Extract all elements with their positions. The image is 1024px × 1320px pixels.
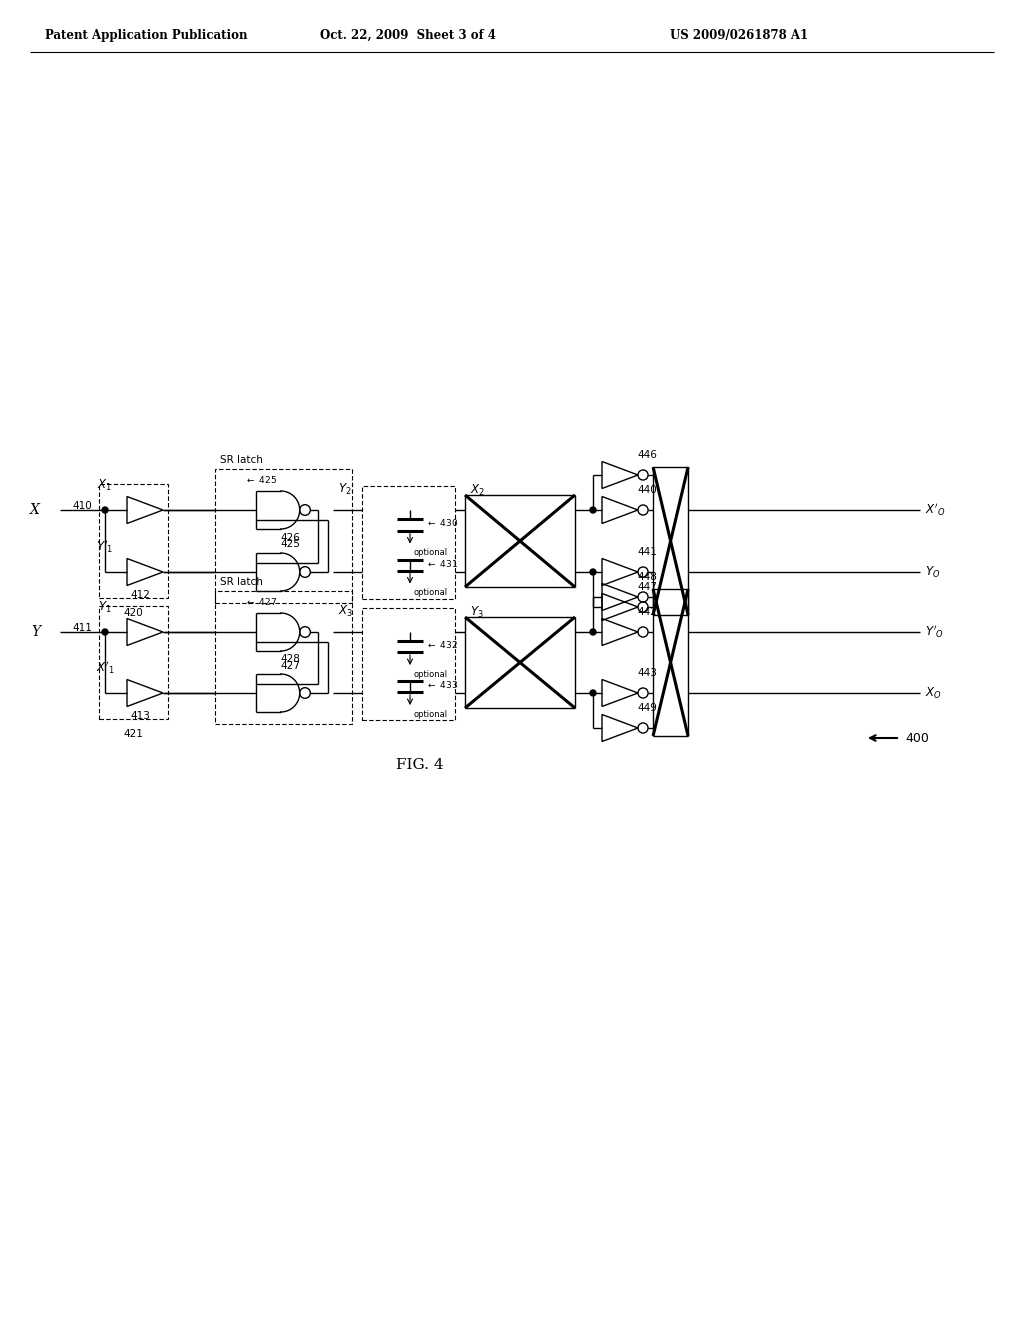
Text: $X_2$: $X_2$ <box>470 483 485 498</box>
Text: $\leftarrow$ 425: $\leftarrow$ 425 <box>245 474 278 484</box>
Circle shape <box>590 630 596 635</box>
Text: 421: 421 <box>124 729 143 739</box>
Text: 413: 413 <box>130 711 150 721</box>
Text: $X_3$: $X_3$ <box>338 605 353 619</box>
Text: $Y_1$: $Y_1$ <box>98 599 112 615</box>
Text: X: X <box>30 503 40 517</box>
Text: 427: 427 <box>281 661 300 671</box>
Text: 447: 447 <box>637 582 657 591</box>
Circle shape <box>590 507 596 513</box>
Text: 449: 449 <box>637 704 657 713</box>
Text: 425: 425 <box>281 539 300 549</box>
Text: Patent Application Publication: Patent Application Publication <box>45 29 248 41</box>
Circle shape <box>102 507 108 513</box>
Text: $Y_O$: $Y_O$ <box>925 565 940 579</box>
Text: 410: 410 <box>73 502 92 511</box>
Text: optional: optional <box>413 548 447 557</box>
Text: optional: optional <box>413 587 447 597</box>
Text: 428: 428 <box>281 653 300 664</box>
Text: optional: optional <box>413 710 447 718</box>
Text: FIG. 4: FIG. 4 <box>396 758 443 772</box>
Text: 443: 443 <box>637 668 657 678</box>
Text: Oct. 22, 2009  Sheet 3 of 4: Oct. 22, 2009 Sheet 3 of 4 <box>319 29 496 41</box>
Text: 448: 448 <box>637 572 657 582</box>
Text: $X_O$: $X_O$ <box>925 685 942 701</box>
Text: Y: Y <box>31 624 40 639</box>
Text: $X_1$: $X_1$ <box>97 478 113 492</box>
Text: 411: 411 <box>72 623 92 634</box>
Text: $\leftarrow$ 433: $\leftarrow$ 433 <box>426 678 459 690</box>
Text: 426: 426 <box>281 533 300 543</box>
Circle shape <box>102 630 108 635</box>
Text: 442: 442 <box>637 607 657 616</box>
Text: 441: 441 <box>637 546 657 557</box>
Text: $\leftarrow$ 427: $\leftarrow$ 427 <box>245 597 278 607</box>
Text: $Y_2$: $Y_2$ <box>338 482 352 498</box>
Text: $X'_1$: $X'_1$ <box>95 660 115 676</box>
Circle shape <box>590 569 596 576</box>
Text: $Y'_O$: $Y'_O$ <box>925 624 944 640</box>
Text: 440: 440 <box>637 484 656 495</box>
Circle shape <box>590 690 596 696</box>
Text: $Y'_1$: $Y'_1$ <box>96 539 114 554</box>
Text: $\leftarrow$ 432: $\leftarrow$ 432 <box>426 639 458 649</box>
Text: SR latch: SR latch <box>220 577 263 587</box>
Text: 420: 420 <box>124 609 143 618</box>
Text: 446: 446 <box>637 450 657 459</box>
Text: US 2009/0261878 A1: US 2009/0261878 A1 <box>670 29 808 41</box>
Text: 400: 400 <box>905 731 929 744</box>
Text: 412: 412 <box>130 590 150 601</box>
Text: optional: optional <box>413 669 447 678</box>
Text: $Y_3$: $Y_3$ <box>470 605 483 620</box>
Text: SR latch: SR latch <box>220 455 263 465</box>
Text: $X'_O$: $X'_O$ <box>925 502 945 519</box>
Text: $\leftarrow$ 431: $\leftarrow$ 431 <box>426 557 459 569</box>
Text: $\leftarrow$ 430: $\leftarrow$ 430 <box>426 517 459 528</box>
